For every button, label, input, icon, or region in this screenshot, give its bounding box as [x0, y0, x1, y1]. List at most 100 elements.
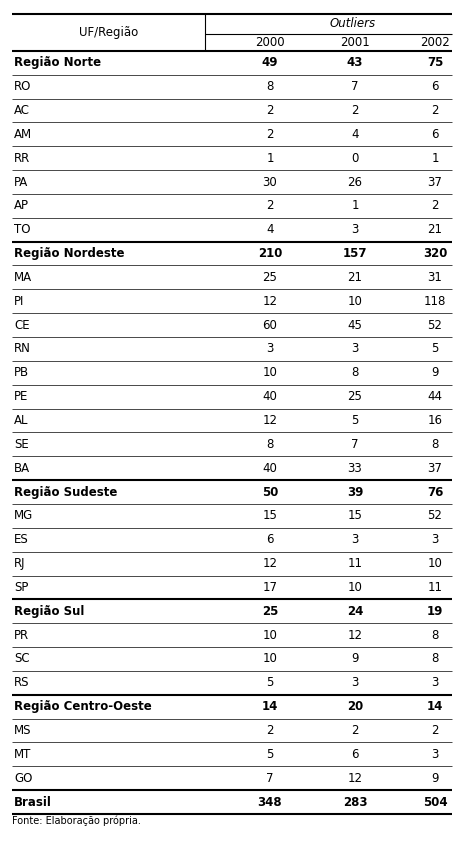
Text: 49: 49	[262, 57, 278, 69]
Text: AC: AC	[14, 104, 30, 117]
Text: 2001: 2001	[340, 35, 370, 49]
Text: 16: 16	[427, 414, 443, 427]
Text: RO: RO	[14, 80, 31, 93]
Text: UF/Região: UF/Região	[79, 26, 138, 39]
Text: 2: 2	[266, 127, 274, 141]
Text: CE: CE	[14, 319, 30, 332]
Text: 7: 7	[351, 438, 359, 451]
Text: 3: 3	[432, 533, 439, 546]
Text: Região Nordeste: Região Nordeste	[14, 247, 124, 260]
Text: PB: PB	[14, 366, 29, 379]
Text: 11: 11	[347, 557, 363, 570]
Text: ES: ES	[14, 533, 29, 546]
Text: 43: 43	[347, 57, 363, 69]
Text: BA: BA	[14, 462, 30, 474]
Text: Região Sul: Região Sul	[14, 605, 85, 618]
Text: 15: 15	[347, 510, 362, 522]
Text: 1: 1	[431, 152, 439, 165]
Text: 30: 30	[262, 176, 277, 188]
Text: 4: 4	[351, 127, 359, 141]
Text: 12: 12	[262, 557, 278, 570]
Text: 10: 10	[262, 366, 278, 379]
Text: Região Sudeste: Região Sudeste	[14, 485, 117, 499]
Text: 2: 2	[351, 104, 359, 117]
Text: 2: 2	[431, 199, 439, 213]
Text: MG: MG	[14, 510, 33, 522]
Text: 8: 8	[266, 438, 274, 451]
Text: 10: 10	[262, 629, 278, 641]
Text: 3: 3	[432, 748, 439, 761]
Text: PR: PR	[14, 629, 29, 641]
Text: 2: 2	[351, 724, 359, 737]
Text: TO: TO	[14, 223, 30, 236]
Text: 5: 5	[266, 676, 274, 690]
Text: 6: 6	[431, 127, 439, 141]
Text: 2: 2	[266, 199, 274, 213]
Text: 12: 12	[262, 295, 278, 308]
Text: 2: 2	[431, 104, 439, 117]
Text: Brasil: Brasil	[14, 796, 52, 809]
Text: 52: 52	[427, 510, 443, 522]
Text: MT: MT	[14, 748, 31, 761]
Text: 60: 60	[262, 319, 278, 332]
Text: Outliers: Outliers	[329, 17, 376, 30]
Text: 10: 10	[347, 295, 362, 308]
Text: 14: 14	[427, 701, 443, 713]
Text: 10: 10	[347, 581, 362, 594]
Text: 8: 8	[351, 366, 359, 379]
Text: 14: 14	[262, 701, 278, 713]
Text: 2: 2	[431, 724, 439, 737]
Text: 6: 6	[266, 533, 274, 546]
Text: 1: 1	[266, 152, 274, 165]
Text: 50: 50	[262, 485, 278, 499]
Text: 21: 21	[347, 271, 363, 284]
Text: 12: 12	[262, 414, 278, 427]
Text: PE: PE	[14, 390, 28, 403]
Text: 3: 3	[351, 676, 359, 690]
Text: 504: 504	[423, 796, 447, 809]
Text: 348: 348	[258, 796, 282, 809]
Text: 7: 7	[351, 80, 359, 93]
Text: 9: 9	[431, 771, 439, 785]
Text: 45: 45	[347, 319, 362, 332]
Text: 6: 6	[351, 748, 359, 761]
Text: 4: 4	[266, 223, 274, 236]
Text: 8: 8	[432, 438, 439, 451]
Text: AP: AP	[14, 199, 29, 213]
Text: Fonte: Elaboração própria.: Fonte: Elaboração própria.	[12, 815, 141, 826]
Text: 19: 19	[427, 605, 443, 618]
Text: SC: SC	[14, 652, 30, 665]
Text: 44: 44	[427, 390, 443, 403]
Text: 40: 40	[262, 462, 278, 474]
Text: AM: AM	[14, 127, 32, 141]
Text: 6: 6	[431, 80, 439, 93]
Text: 12: 12	[347, 771, 363, 785]
Text: 21: 21	[427, 223, 443, 236]
Text: 3: 3	[351, 343, 359, 355]
Text: SP: SP	[14, 581, 28, 594]
Text: 12: 12	[347, 629, 363, 641]
Text: 75: 75	[427, 57, 443, 69]
Text: 2: 2	[266, 104, 274, 117]
Text: 37: 37	[427, 176, 443, 188]
Text: SE: SE	[14, 438, 29, 451]
Text: 20: 20	[347, 701, 363, 713]
Text: RR: RR	[14, 152, 30, 165]
Text: RJ: RJ	[14, 557, 25, 570]
Text: 3: 3	[351, 533, 359, 546]
Text: 9: 9	[431, 366, 439, 379]
Text: AL: AL	[14, 414, 29, 427]
Text: 11: 11	[427, 581, 443, 594]
Text: 31: 31	[427, 271, 443, 284]
Text: 76: 76	[427, 485, 443, 499]
Text: 10: 10	[427, 557, 443, 570]
Text: 157: 157	[343, 247, 367, 260]
Text: 26: 26	[347, 176, 363, 188]
Text: 2000: 2000	[255, 35, 285, 49]
Text: 10: 10	[262, 652, 278, 665]
Text: 118: 118	[424, 295, 446, 308]
Text: 210: 210	[258, 247, 282, 260]
Text: MA: MA	[14, 271, 32, 284]
Text: 2002: 2002	[420, 35, 450, 49]
Text: 1: 1	[351, 199, 359, 213]
